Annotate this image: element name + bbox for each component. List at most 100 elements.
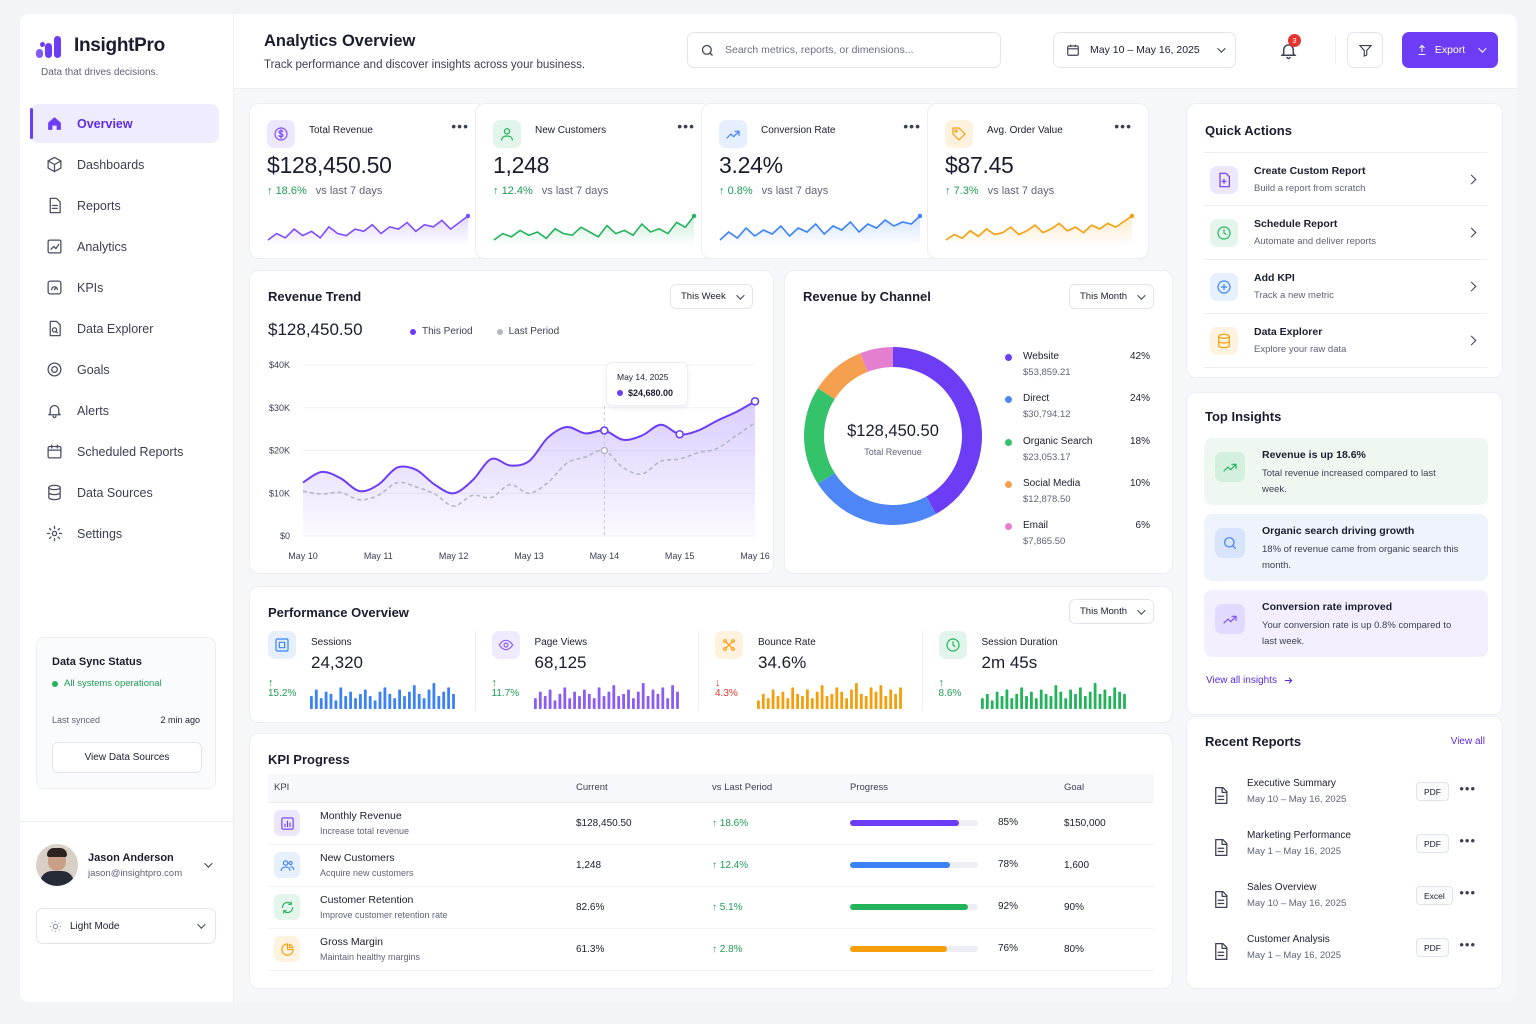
- quick-action-create-custom-report[interactable]: Create Custom Report Build a report from …: [1204, 152, 1487, 206]
- more-options-icon[interactable]: •••: [1459, 937, 1476, 952]
- this-period-point[interactable]: [750, 397, 760, 406]
- trend-period-select[interactable]: This Week: [670, 284, 753, 309]
- brand[interactable]: InsightPro: [36, 34, 165, 58]
- sidebar-item-analytics[interactable]: Analytics: [30, 227, 219, 266]
- sidebar-item-data-sources[interactable]: Data Sources: [30, 473, 219, 512]
- table-row[interactable]: Customer Retention Improve customer reten…: [268, 886, 1154, 929]
- kpi-card-conversion-rate[interactable]: Conversion Rate ••• 3.24% ↑ 0.8% vs last 7 d…: [701, 103, 938, 259]
- perf-metric-session-duration[interactable]: Session Duration 2m 45s ↑ 8.6%: [938, 631, 1139, 713]
- report-list-item[interactable]: Marketing Performance May 1 – May 16, 202…: [1205, 824, 1488, 872]
- report-list-item[interactable]: Customer Analysis May 1 – May 16, 2025 PDF…: [1205, 928, 1488, 976]
- insight-item[interactable]: Revenue is up 18.6% Total revenue increas…: [1204, 438, 1488, 505]
- report-list-item[interactable]: Sales Overview May 10 – May 16, 2025 Excel…: [1205, 876, 1488, 924]
- kpi-current: 61.3%: [570, 928, 706, 971]
- legend-this-period[interactable]: This Period: [410, 326, 473, 337]
- insight-item[interactable]: Conversion rate improved Your conversion …: [1204, 590, 1488, 657]
- channel-legend-item[interactable]: Email $7,865.50 6%: [1005, 520, 1150, 554]
- column-header[interactable]: Progress: [844, 774, 1058, 803]
- window-icon: [268, 631, 296, 659]
- table-row[interactable]: Gross Margin Maintain healthy margins 61.3…: [268, 928, 1154, 971]
- legend-last-period[interactable]: Last Period: [496, 326, 559, 337]
- more-options-icon[interactable]: •••: [451, 118, 469, 134]
- this-period-point[interactable]: [600, 426, 609, 435]
- more-options-icon[interactable]: •••: [1459, 781, 1476, 796]
- channel-legend-item[interactable]: Website $53,859.21 42%: [1005, 351, 1150, 385]
- progress-bar-fill: [850, 903, 968, 910]
- app-window: InsightPro Data that drives decisions. O…: [20, 14, 1517, 1002]
- sidebar-item-settings[interactable]: Settings: [30, 514, 219, 553]
- progress-bar-fill: [850, 819, 959, 826]
- more-options-icon[interactable]: •••: [1459, 833, 1476, 848]
- channel-legend-item[interactable]: Organic Search $23,053.17 18%: [1005, 436, 1150, 470]
- column-header[interactable]: Current: [570, 774, 706, 803]
- spark-bar: [980, 698, 984, 709]
- channel-period-select[interactable]: This Month: [1069, 284, 1154, 309]
- donut-slice-direct[interactable]: [817, 472, 936, 525]
- channel-legend-item[interactable]: Direct $30,794.12 24%: [1005, 393, 1150, 427]
- donut-slice-organic-search[interactable]: [804, 388, 835, 484]
- channel-legend-item[interactable]: Social Media $12,878.50 10%: [1005, 478, 1150, 512]
- export-button[interactable]: Export: [1402, 32, 1498, 68]
- table-row[interactable]: Monthly Revenue Increase total revenue $12…: [268, 802, 1154, 845]
- legend-dot-icon: [1005, 396, 1012, 404]
- x-tick-label: May 15: [665, 551, 695, 561]
- filter-button[interactable]: [1347, 32, 1383, 68]
- delta-up: ↑ 7.3%: [945, 185, 979, 197]
- kpi-card-avg-order-value[interactable]: Avg. Order Value ••• $87.45 ↑ 7.3% vs last 7…: [927, 103, 1149, 259]
- theme-mode-select[interactable]: Light Mode: [36, 908, 216, 944]
- quick-action-data-explorer[interactable]: Data Explorer Explore your raw data: [1204, 314, 1487, 368]
- spark-bar: [1000, 696, 1003, 709]
- quick-action-add-kpi[interactable]: Add KPI Track a new metric: [1204, 260, 1487, 314]
- table-row[interactable]: New Customers Acquire new customers 1,248 ↑…: [268, 844, 1154, 887]
- more-options-icon[interactable]: •••: [677, 118, 695, 134]
- search-input[interactable]: [725, 44, 985, 56]
- spark-bar: [611, 685, 615, 709]
- kpi-current: $128,450.50: [570, 802, 706, 845]
- sidebar-item-alerts[interactable]: Alerts: [30, 391, 219, 430]
- view-all-insights-link[interactable]: View all insights: [1206, 675, 1294, 686]
- perf-metric-bounce-rate[interactable]: Bounce Rate 34.6% ↓ 4.3%: [715, 631, 915, 713]
- donut-slice-email[interactable]: [860, 347, 893, 372]
- this-period-point[interactable]: [675, 429, 684, 439]
- search-icon: [1215, 528, 1245, 558]
- file-plus-icon: [1210, 166, 1238, 194]
- donut-slice-website[interactable]: [893, 347, 982, 514]
- sidebar-item-goals[interactable]: Goals: [30, 350, 219, 389]
- sidebar-item-reports[interactable]: Reports: [30, 186, 219, 225]
- quick-action-schedule-report[interactable]: Schedule Report Automate and deliver repo…: [1204, 206, 1487, 260]
- channel-donut-chart[interactable]: [798, 341, 988, 531]
- insight-item[interactable]: Organic search driving growth 18% of reve…: [1204, 514, 1488, 581]
- kpi-card-new-customers[interactable]: New Customers ••• 1,248 ↑ 12.4% vs last 7 da…: [475, 103, 712, 259]
- revenue-trend-chart[interactable]: $0 $10K $20K $30K $40K May 10 May 11 May 12 May …: [250, 351, 775, 571]
- plus-circle-icon: [1217, 280, 1231, 294]
- spark-bar: [1073, 693, 1077, 709]
- sidebar-item-scheduled-reports[interactable]: Scheduled Reports: [30, 432, 219, 471]
- donut-slice-social-media[interactable]: [817, 353, 868, 400]
- sidebar-item-overview[interactable]: Overview: [30, 104, 219, 143]
- sidebar-item-dashboards[interactable]: Dashboards: [30, 145, 219, 184]
- performance-period-select[interactable]: This Month: [1069, 599, 1154, 624]
- perf-metric-sessions[interactable]: Sessions 24,320 ↑ 15.2%: [268, 631, 468, 713]
- notifications-button[interactable]: 3: [1274, 34, 1302, 64]
- legend-dot-icon: [1005, 480, 1012, 488]
- more-options-icon[interactable]: •••: [1459, 885, 1476, 900]
- report-list-item[interactable]: Executive Summary May 10 – May 16, 2025 PD…: [1205, 772, 1488, 820]
- kpi-card-total-revenue[interactable]: Total Revenue ••• $128,450.50 ↑ 18.6% vs las…: [249, 103, 486, 259]
- progress-bar-track: [850, 903, 978, 910]
- more-options-icon[interactable]: •••: [1114, 118, 1132, 134]
- column-header[interactable]: Goal: [1058, 774, 1154, 803]
- perf-metric-page-views[interactable]: Page Views 68,125 ↑ 11.7%: [491, 631, 692, 713]
- column-header[interactable]: vs Last Period: [706, 774, 844, 803]
- more-options-icon[interactable]: •••: [903, 118, 921, 134]
- last-period-point[interactable]: [600, 446, 609, 455]
- user-menu[interactable]: Jason Anderson jason@insightpro.com: [36, 840, 218, 890]
- donut-center-label: Total Revenue: [864, 447, 922, 457]
- spark-bar: [1112, 687, 1116, 709]
- sync-title: Data Sync Status: [52, 656, 142, 668]
- view-data-sources-button[interactable]: View Data Sources: [52, 742, 202, 773]
- column-header[interactable]: KPI: [268, 774, 570, 803]
- sidebar-item-data-explorer[interactable]: Data Explorer: [30, 309, 219, 348]
- date-range-picker[interactable]: May 10 – May 16, 2025: [1053, 32, 1236, 68]
- sidebar-item-kpis[interactable]: KPIs: [30, 268, 219, 307]
- view-all-reports-link[interactable]: View all: [1450, 736, 1485, 747]
